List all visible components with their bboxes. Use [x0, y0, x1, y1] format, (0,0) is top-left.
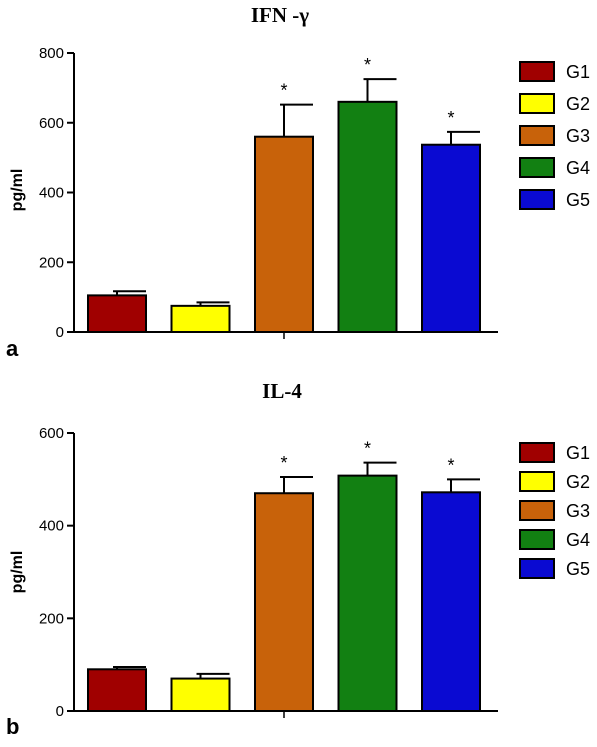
bar-g4 — [337, 100, 398, 333]
legend-label: G3 — [566, 126, 590, 146]
significance-marker: * — [280, 453, 287, 473]
legend-label: G1 — [566, 62, 590, 82]
bar-g2 — [170, 677, 231, 712]
legend-label: G3 — [566, 501, 590, 521]
y-tick-label: 600 — [39, 425, 64, 442]
significance-marker: * — [447, 108, 454, 128]
legend-swatch — [519, 558, 555, 579]
bar-g4 — [337, 474, 398, 713]
legend-swatch — [519, 471, 555, 492]
legend-label: G1 — [566, 443, 590, 463]
legend: G1 G2 G3 G4 G5 — [519, 442, 590, 579]
y-tick-label: 600 — [39, 115, 64, 132]
bar-g2 — [170, 304, 231, 333]
legend-label: G5 — [566, 559, 590, 579]
legend-swatch — [519, 61, 555, 82]
bar-g5 — [421, 491, 481, 712]
legend-label: G2 — [566, 472, 590, 492]
legend-label: G4 — [566, 530, 590, 550]
significance-marker: * — [447, 455, 454, 475]
legend-swatch — [519, 189, 555, 210]
bar-g3 — [254, 135, 314, 333]
legend-label: G5 — [566, 190, 590, 210]
legend-label: G4 — [566, 158, 590, 178]
y-tick-label: 200 — [39, 254, 64, 271]
y-tick-label: 400 — [39, 518, 64, 535]
bar-g5 — [421, 143, 481, 333]
y-tick-label: 200 — [39, 610, 64, 627]
significance-marker: * — [364, 439, 371, 459]
legend-swatch — [519, 500, 555, 521]
y-axis-label: pg/ml — [9, 551, 26, 594]
y-tick-label: 0 — [56, 703, 64, 720]
legend-swatch — [519, 529, 555, 550]
panel-label: a — [6, 336, 19, 361]
legend-swatch — [519, 125, 555, 146]
legend-swatch — [519, 157, 555, 178]
bar-g3 — [254, 492, 314, 712]
chart-title: IL-4 — [262, 379, 302, 403]
chart-title: IFN -γ — [251, 3, 309, 27]
panel-label: b — [6, 714, 19, 739]
bar-g1 — [87, 294, 147, 334]
bar-g1 — [87, 668, 147, 712]
significance-marker: * — [364, 55, 371, 75]
y-tick-label: 800 — [39, 45, 64, 62]
legend-label: G2 — [566, 94, 590, 114]
y-axis-label: pg/ml — [9, 169, 26, 212]
legend: G1 G2 G3 G4 G5 — [519, 61, 590, 210]
significance-marker: * — [280, 81, 287, 101]
panel-b: IL-4 pg/ml b 0 200 400 600 * * * G1 G2 G3 G4 G5 — [6, 379, 590, 739]
y-tick-label: 0 — [56, 324, 64, 341]
legend-swatch — [519, 93, 555, 114]
bars: * * * — [87, 439, 481, 713]
legend-swatch — [519, 442, 555, 463]
bars: * * * — [87, 55, 481, 334]
y-tick-label: 400 — [39, 185, 64, 202]
